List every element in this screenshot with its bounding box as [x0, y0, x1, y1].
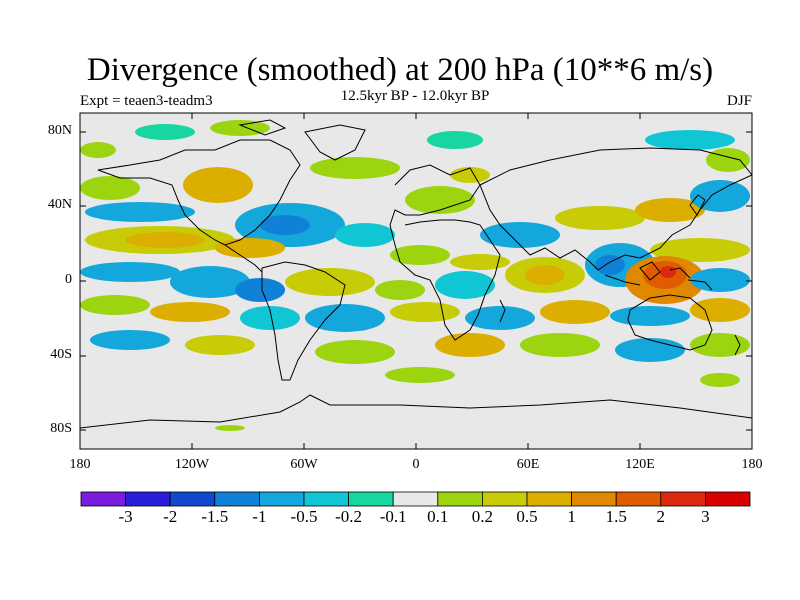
colorbar	[80, 491, 751, 507]
y-tick-label: 80S	[50, 421, 72, 436]
experiment-label: Expt = teaen3-teadm3	[80, 93, 213, 109]
colorbar-swatch	[437, 491, 483, 507]
x-tick-label: 0	[412, 457, 420, 472]
colorbar-label: 0.2	[471, 507, 494, 526]
colorbar-label: -0.1	[379, 507, 407, 526]
axis-ticks	[79, 113, 753, 449]
colorbar-label: 0.5	[516, 507, 538, 526]
colorbar-label: 1.5	[605, 507, 627, 526]
colorbar-label: -0.5	[290, 507, 318, 526]
season-label: DJF	[726, 93, 752, 109]
y-tick-label: 80N	[47, 123, 72, 138]
colorbar-label: -2	[163, 507, 178, 526]
colorbar-swatch	[258, 491, 305, 507]
colorbar-swatch	[571, 491, 617, 507]
colorbar-swatch	[214, 491, 260, 507]
colorbar-swatch	[169, 491, 216, 507]
colorbar-swatch	[660, 491, 706, 507]
colorbar-label: 2	[656, 507, 666, 526]
divergence-field	[80, 120, 750, 431]
x-tick-label: 120W	[174, 457, 210, 472]
colorbar-swatch	[481, 491, 528, 507]
coastlines	[80, 119, 752, 429]
colorbar-swatch	[125, 491, 171, 507]
colorbar-label: -1.5	[201, 507, 229, 526]
colorbar-swatch	[392, 491, 439, 507]
colorbar-label: -3	[118, 507, 133, 526]
y-tick-label: 40S	[50, 347, 72, 362]
colorbar-label: -0.2	[335, 507, 363, 526]
y-tick-label: 40N	[47, 197, 72, 212]
colorbar-swatch	[615, 491, 662, 507]
x-tick-label: 120E	[625, 457, 655, 472]
period-label: 12.5kyr BP - 12.0kyr BP	[340, 88, 490, 104]
map-title: Divergence (smoothed) at 200 hPa (10**6 …	[86, 52, 714, 88]
x-tick-label: 60E	[516, 457, 540, 472]
colorbar-label: 1	[567, 507, 576, 526]
colorbar-label: 3	[701, 507, 710, 526]
x-tick-label: 180	[741, 457, 763, 472]
colorbar-swatch	[80, 491, 126, 507]
y-tick-label: 0	[65, 272, 72, 287]
colorbar-label: -1	[252, 507, 267, 526]
colorbar-swatch	[303, 491, 349, 507]
x-tick-label: 180	[69, 457, 91, 472]
colorbar-swatch	[526, 491, 572, 507]
x-tick-label: 60W	[290, 457, 318, 472]
colorbar-label: 0.1	[427, 507, 449, 526]
colorbar-swatch	[348, 491, 394, 507]
colorbar-swatch	[705, 491, 751, 507]
